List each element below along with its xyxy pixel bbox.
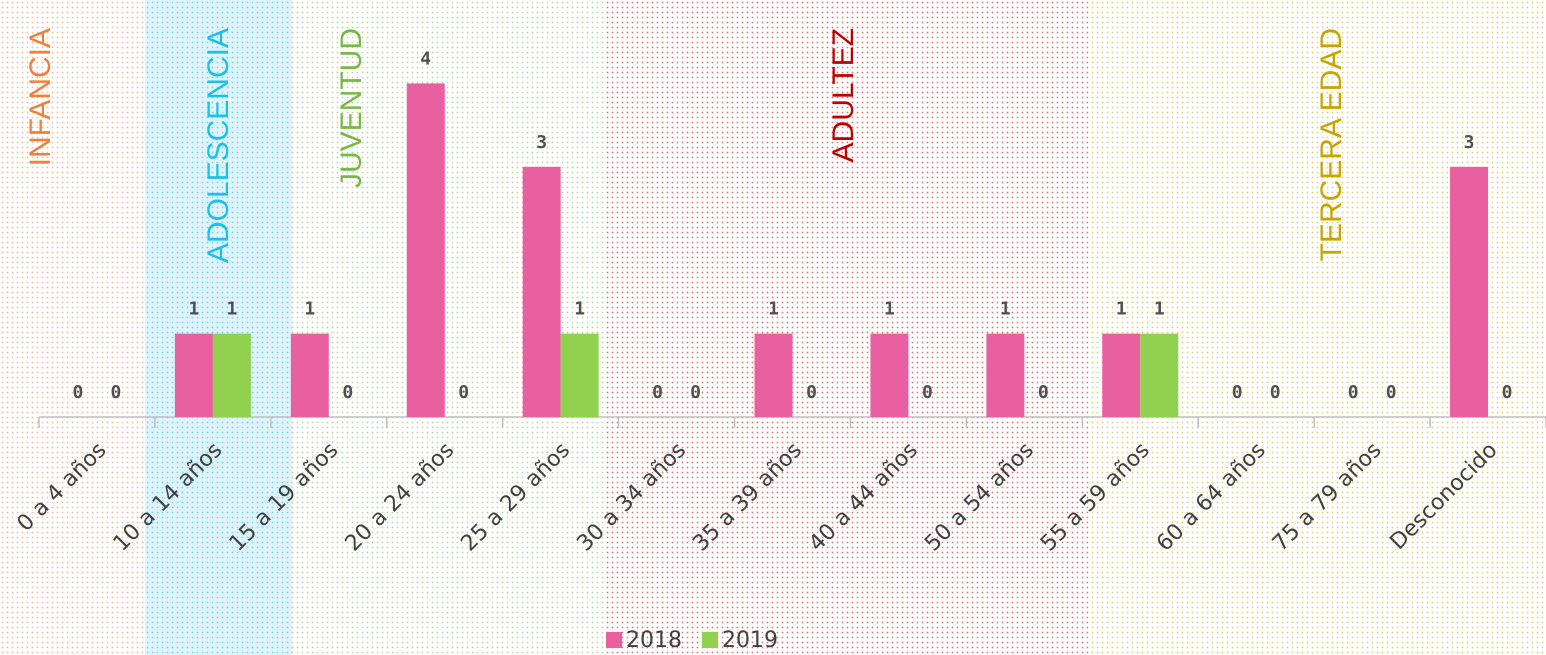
data-label: 4 <box>420 48 431 69</box>
band-label: TERCERA EDAD <box>1315 28 1348 261</box>
bar <box>212 333 251 417</box>
bar <box>406 83 445 418</box>
data-label: 0 <box>922 382 933 403</box>
data-label: 1 <box>1154 299 1165 320</box>
bar <box>1140 333 1179 417</box>
bar <box>174 333 213 417</box>
data-label: 0 <box>458 382 469 403</box>
data-label: 0 <box>652 382 663 403</box>
legend-label: 2019 <box>722 628 778 653</box>
data-label: 1 <box>1000 299 1011 320</box>
band-label: INFANCIA <box>24 28 57 166</box>
data-label: 1 <box>304 299 315 320</box>
legend-label: 2018 <box>626 628 682 653</box>
band-label: ADOLESCENCIA <box>202 28 235 263</box>
data-label: 1 <box>884 299 895 320</box>
bar <box>870 333 909 417</box>
data-label: 1 <box>574 299 585 320</box>
bar <box>986 333 1025 417</box>
data-label: 0 <box>1348 382 1359 403</box>
data-label: 0 <box>1232 382 1243 403</box>
data-label: 0 <box>1038 382 1049 403</box>
band-label: ADULTEZ <box>827 28 860 162</box>
legend-swatch <box>606 632 622 648</box>
data-label: 0 <box>1386 382 1397 403</box>
data-label: 0 <box>1270 382 1281 403</box>
band-pattern <box>605 0 1088 655</box>
bar <box>1102 333 1141 417</box>
data-label: 1 <box>226 299 237 320</box>
data-label: 1 <box>188 299 199 320</box>
data-label: 0 <box>342 382 353 403</box>
bar <box>560 333 599 417</box>
bar <box>290 333 329 417</box>
data-label: 0 <box>1502 382 1513 403</box>
bar <box>754 333 793 417</box>
data-label: 1 <box>1116 299 1127 320</box>
data-label: 3 <box>1464 132 1475 153</box>
bar <box>522 166 561 417</box>
data-label: 3 <box>536 132 547 153</box>
data-label: 0 <box>73 382 84 403</box>
data-label: 1 <box>768 299 779 320</box>
band-label: JUVENTUD <box>335 28 368 188</box>
data-label: 0 <box>806 382 817 403</box>
band-pattern <box>145 0 292 655</box>
legend-swatch <box>702 632 718 648</box>
data-label: 0 <box>690 382 701 403</box>
data-label: 0 <box>111 382 122 403</box>
band-pattern <box>0 0 145 655</box>
bar <box>1450 166 1489 417</box>
